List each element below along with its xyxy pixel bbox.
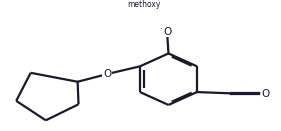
Text: O: O (262, 89, 270, 99)
Text: methoxy: methoxy (127, 0, 161, 9)
Text: O: O (103, 69, 111, 79)
Text: O: O (163, 27, 171, 37)
